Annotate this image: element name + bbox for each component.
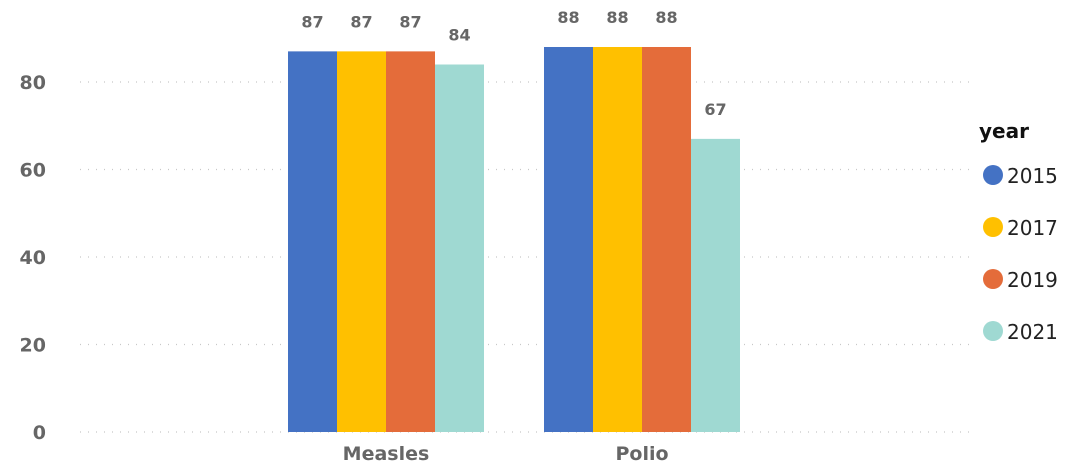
legend-item-2019[interactable]: 2019 (983, 268, 1058, 292)
data-label: 67 (704, 100, 726, 119)
data-label: 88 (606, 8, 628, 27)
gridlines (80, 81, 972, 433)
data-label: 87 (301, 12, 323, 31)
data-label: 87 (350, 12, 372, 31)
x-axis: Measles Polio (343, 443, 669, 464)
bar-measles-2021[interactable] (435, 64, 484, 433)
legend-title: year (979, 119, 1029, 143)
legend-swatch (983, 321, 1003, 341)
data-label: 87 (399, 12, 421, 31)
bar-polio-2017[interactable] (593, 47, 642, 432)
y-tick-label: 60 (20, 160, 46, 182)
legend-label: 2019 (1007, 268, 1058, 292)
bar-measles-2017[interactable] (337, 51, 386, 432)
bar-measles-2019[interactable] (386, 51, 435, 432)
y-tick-label: 20 (20, 335, 46, 357)
bar-polio-2021[interactable] (691, 138, 740, 432)
legend-item-2015[interactable]: 2015 (983, 164, 1058, 188)
x-category-label: Polio (615, 443, 668, 464)
legend-item-2017[interactable]: 2017 (983, 216, 1058, 240)
legend-label: 2017 (1007, 216, 1058, 240)
data-label: 84 (448, 26, 470, 45)
data-labels: 87 87 87 84 88 88 88 67 (301, 8, 726, 119)
legend-label: 2015 (1007, 164, 1058, 188)
y-tick-label: 0 (33, 422, 46, 444)
data-label: 88 (557, 8, 579, 27)
y-tick-label: 40 (20, 247, 46, 269)
legend-item-2021[interactable]: 2021 (983, 320, 1058, 344)
legend-swatch (983, 165, 1003, 185)
bars (288, 47, 740, 432)
x-category-label: Measles (343, 443, 430, 464)
y-axis: 0 20 40 60 80 (20, 72, 46, 444)
legend-swatch (983, 269, 1003, 289)
bar-polio-2019[interactable] (642, 47, 691, 432)
legend-swatch (983, 217, 1003, 237)
bar-polio-2015[interactable] (544, 47, 593, 432)
data-label: 88 (655, 8, 677, 27)
legend[interactable]: year 2015 2017 2019 2021 (979, 119, 1058, 344)
bar-measles-2015[interactable] (288, 51, 337, 432)
legend-label: 2021 (1007, 320, 1058, 344)
y-tick-label: 80 (20, 72, 46, 94)
